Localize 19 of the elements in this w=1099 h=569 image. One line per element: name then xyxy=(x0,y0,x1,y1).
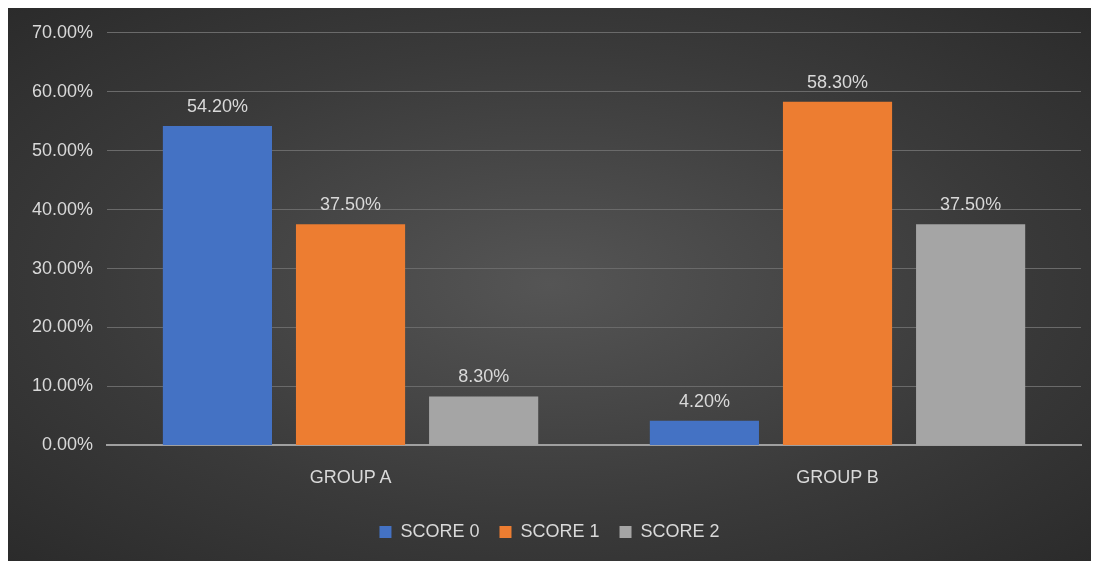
x-tick-label: GROUP A xyxy=(309,467,392,488)
legend-label: SCORE 1 xyxy=(520,520,600,541)
legend-label: SCORE 0 xyxy=(400,520,480,541)
x-tick-label: GROUP B xyxy=(796,467,879,488)
y-tick-label: 10.00% xyxy=(31,375,94,396)
y-tick-label: 50.00% xyxy=(31,139,94,160)
y-tick-label: 30.00% xyxy=(31,257,94,278)
data-label: 37.50% xyxy=(320,194,382,215)
data-label: 8.30% xyxy=(458,366,510,387)
legend-label: SCORE 2 xyxy=(640,520,720,541)
y-tick-label: 40.00% xyxy=(31,198,94,219)
y-tick-label: 20.00% xyxy=(31,316,94,337)
data-label: 58.30% xyxy=(806,71,869,92)
y-tick-label: 0.00% xyxy=(42,434,94,455)
data-label: 4.20% xyxy=(678,390,730,411)
y-tick-label: 60.00% xyxy=(31,80,94,101)
data-label: 54.20% xyxy=(186,95,248,116)
y-tick-label: 70.00% xyxy=(31,21,94,42)
data-label: 37.50% xyxy=(940,194,1002,215)
